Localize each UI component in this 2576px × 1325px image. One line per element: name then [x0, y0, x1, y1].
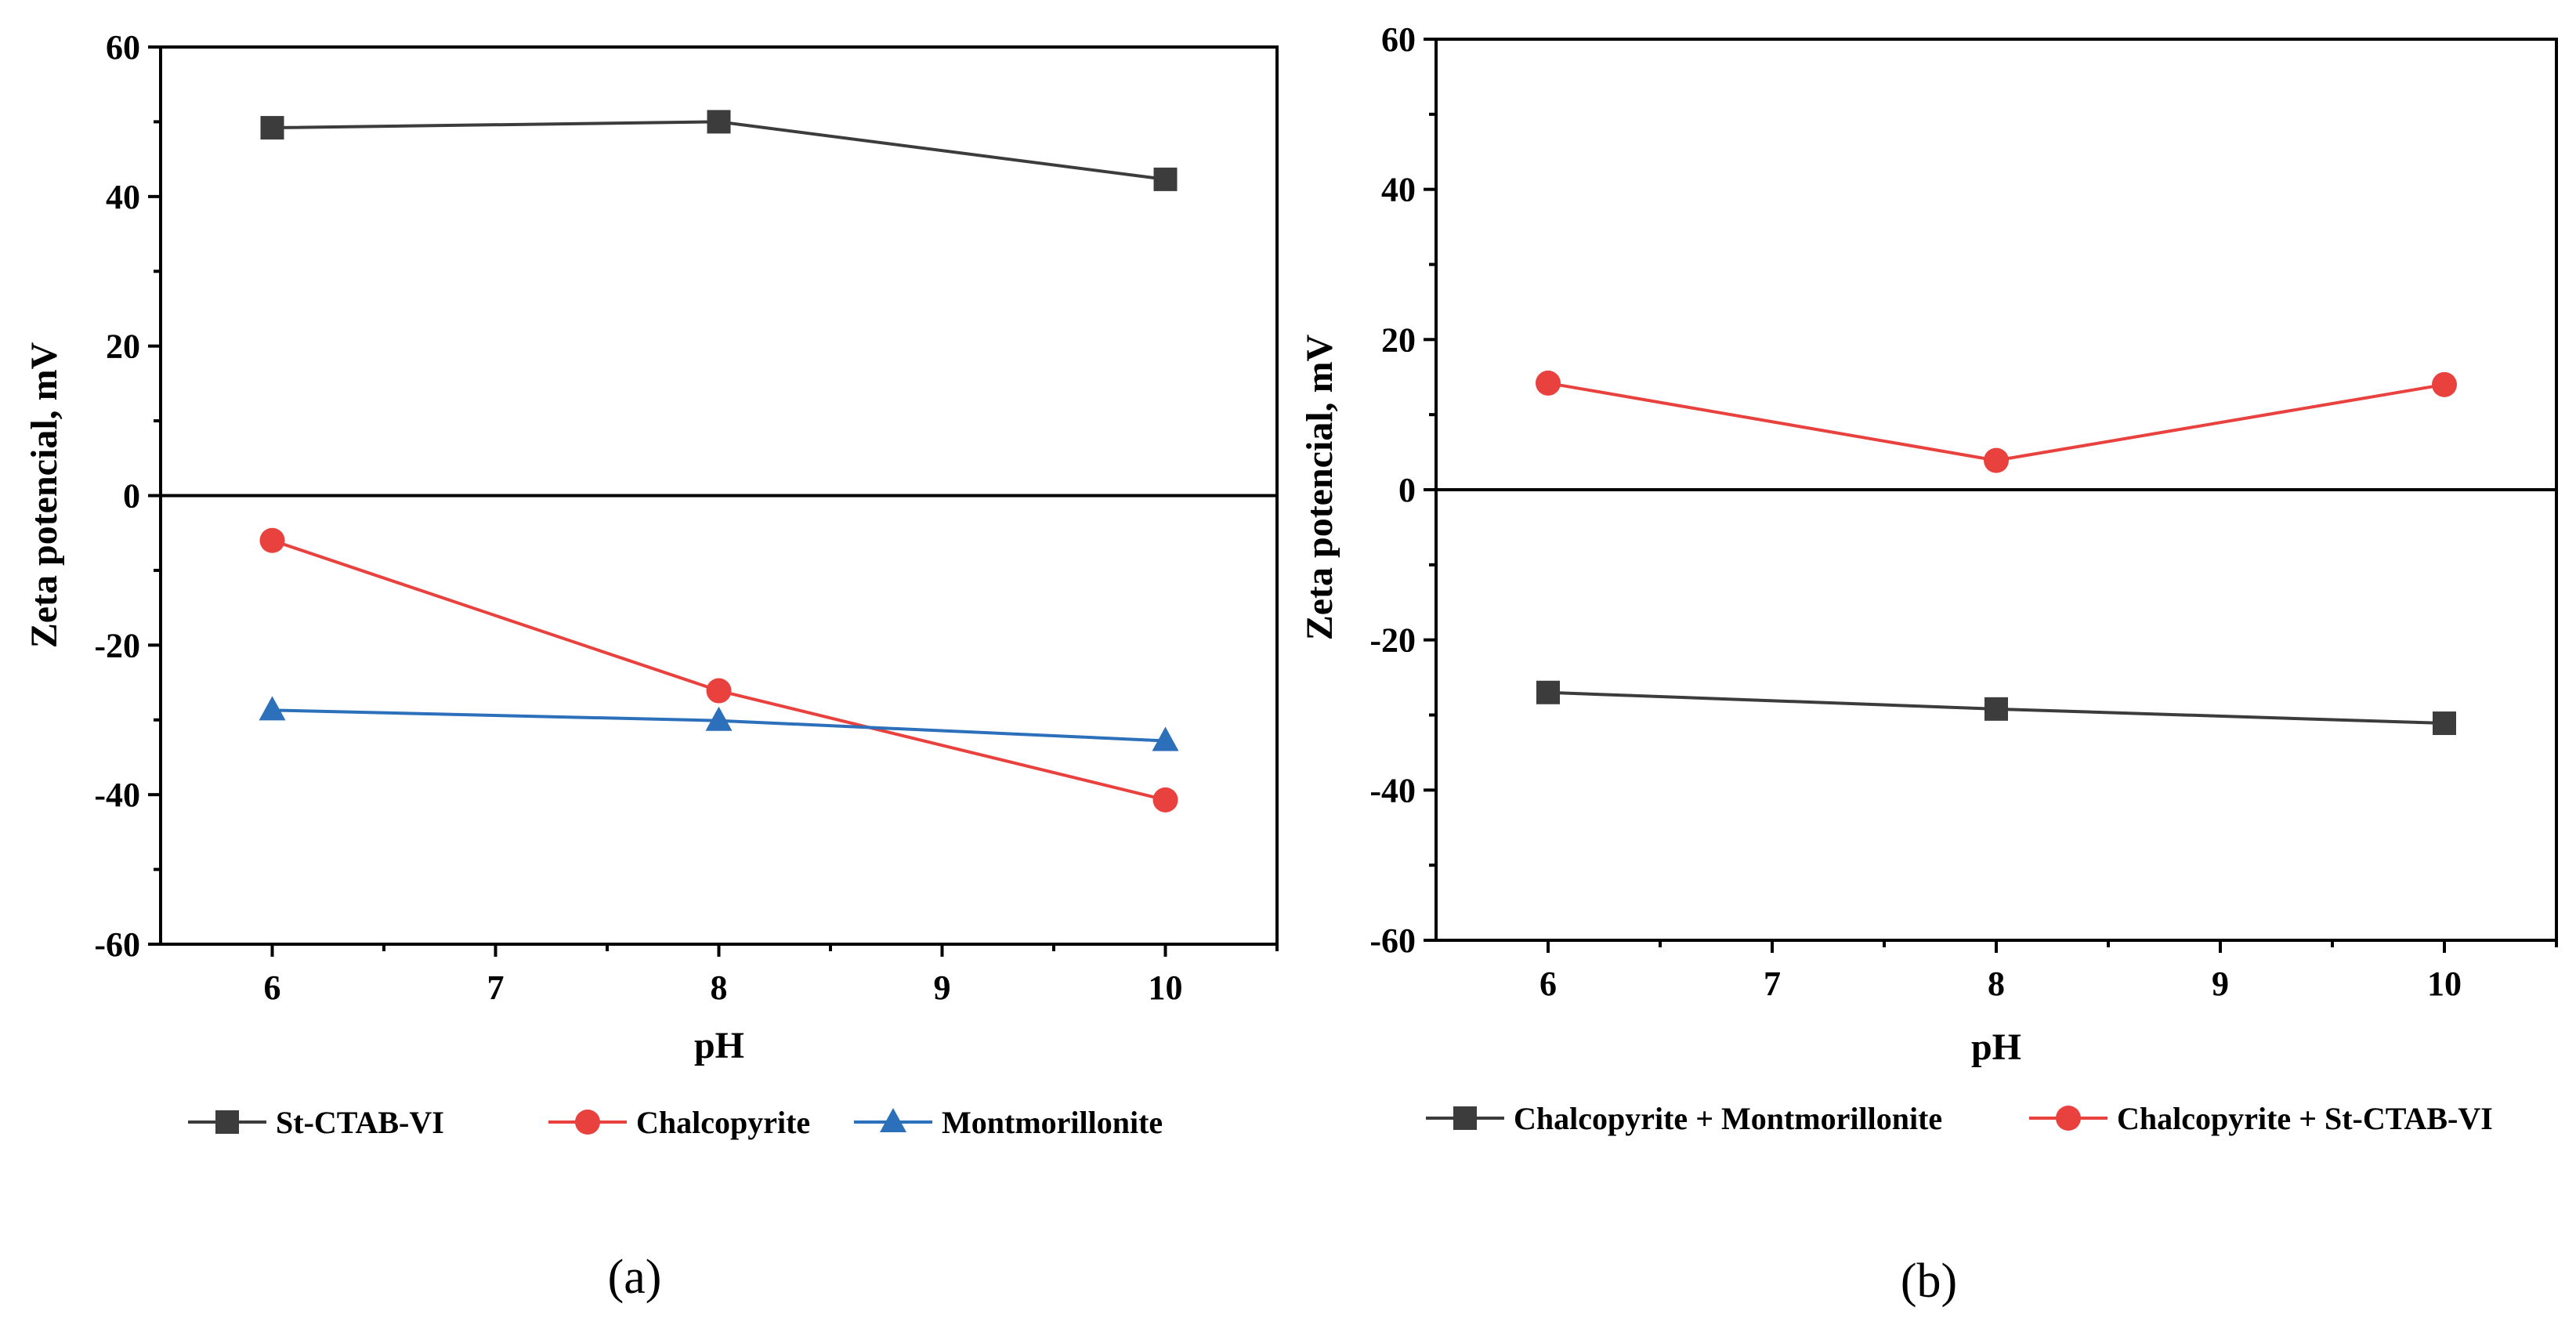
legend-marker	[1453, 1106, 1477, 1130]
x-tick-label: 6	[264, 968, 281, 1007]
x-axis-ticks: 6 7 8 9 10	[264, 944, 1279, 1007]
data-point	[259, 696, 286, 721]
chart-panel-a: -60 -40 -20 0 20 40 60 6 7 8 9 10 pH Zeta potencia…	[24, 28, 1279, 1304]
y-tick-label: -20	[1369, 621, 1416, 660]
y-tick-label: -40	[94, 776, 140, 814]
y-tick-label: 40	[106, 178, 140, 216]
y-axis-ticks: -60 -40 -20 0 20 40 60	[94, 28, 161, 964]
y-tick-label: 0	[123, 477, 140, 516]
x-tick-label: 9	[2212, 965, 2229, 1003]
y-axis-ticks: -60 -40 -20 0 20 40 60	[1369, 20, 1436, 960]
x-tick-label: 6	[1539, 965, 1557, 1003]
legend-label: Montmorillonite	[942, 1105, 1163, 1140]
data-point	[259, 527, 285, 553]
x-tick-label: 7	[487, 968, 505, 1007]
y-axis-title: Zeta potencial, mV	[24, 342, 65, 648]
panel-label: (a)	[608, 1251, 662, 1304]
legend-label: St-CTAB-VI	[276, 1105, 444, 1140]
legend-label: Chalcopyrite + St-CTAB-VI	[2117, 1101, 2493, 1136]
series-layer	[1536, 370, 2457, 736]
legend-marker	[215, 1110, 239, 1134]
y-tick-label: -20	[94, 626, 140, 664]
x-tick-label: 10	[1149, 968, 1183, 1007]
y-tick-label: 60	[106, 28, 140, 67]
data-point	[1152, 726, 1179, 751]
x-axis-ticks: 6 7 8 9 10	[1539, 940, 2558, 1003]
legend-label: Chalcopyrite	[636, 1105, 810, 1140]
x-tick-label: 8	[1988, 965, 2005, 1003]
data-point	[1152, 787, 1178, 813]
data-point	[2433, 711, 2456, 736]
data-point	[1536, 370, 1561, 396]
data-point	[1984, 447, 2009, 473]
legend-marker	[880, 1108, 906, 1132]
data-point	[706, 678, 732, 704]
legend: Chalcopyrite + Montmorillonite Chalcopyri…	[1426, 1101, 2493, 1136]
y-tick-label: 0	[1398, 471, 1416, 509]
legend-marker	[575, 1110, 600, 1135]
x-tick-label: 9	[934, 968, 951, 1007]
data-point	[260, 116, 284, 140]
data-point	[707, 110, 731, 134]
x-axis-title: pH	[694, 1025, 744, 1066]
y-tick-label: -60	[1369, 921, 1416, 960]
legend-marker	[2056, 1106, 2081, 1131]
y-tick-label: 40	[1381, 171, 1416, 209]
x-tick-label: 7	[1764, 965, 1781, 1003]
y-tick-label: 60	[1381, 20, 1416, 59]
y-tick-label: -60	[94, 925, 140, 964]
chart-panel-b: -60 -40 -20 0 20 40 60 6 7 8 9 10 pH Zeta potencia…	[1299, 20, 2558, 1308]
series-layer	[259, 110, 1179, 813]
y-tick-label: -40	[1369, 771, 1416, 809]
x-tick-label: 8	[711, 968, 728, 1007]
data-point	[1536, 680, 1560, 704]
panel-label: (b)	[1901, 1254, 1957, 1308]
y-axis-title: Zeta potencial, mV	[1299, 334, 1340, 640]
series-line-1	[271, 538, 1166, 802]
legend: St-CTAB-VI Chalcopyrite Montmorillonite	[188, 1105, 1163, 1140]
x-axis-title: pH	[1971, 1026, 2021, 1068]
data-point	[1153, 167, 1178, 191]
x-tick-label: 10	[2427, 965, 2462, 1003]
data-point	[2432, 371, 2457, 397]
y-tick-label: 20	[1381, 320, 1416, 359]
y-tick-label: 20	[106, 328, 140, 366]
legend-label: Chalcopyrite + Montmorillonite	[1514, 1101, 1942, 1136]
data-point	[705, 706, 733, 731]
data-point	[1984, 697, 2008, 721]
